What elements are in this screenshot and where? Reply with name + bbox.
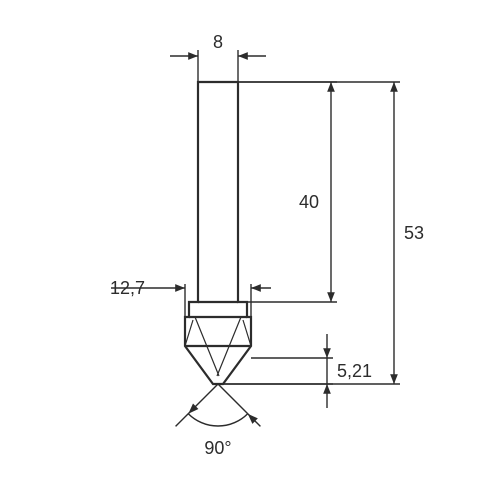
bit-outline xyxy=(185,82,251,384)
dim-overall: 53 xyxy=(404,223,424,243)
dim-shank-len: 40 xyxy=(299,192,319,212)
router-bit-diagram: 8 40 53 12,7 5,21 90° xyxy=(0,0,500,500)
dim-cut-dia: 12,7 xyxy=(110,278,145,298)
dim-shank-dia: 8 xyxy=(213,32,223,52)
dim-angle: 90° xyxy=(204,438,231,458)
dim-tip-h: 5,21 xyxy=(337,361,372,381)
